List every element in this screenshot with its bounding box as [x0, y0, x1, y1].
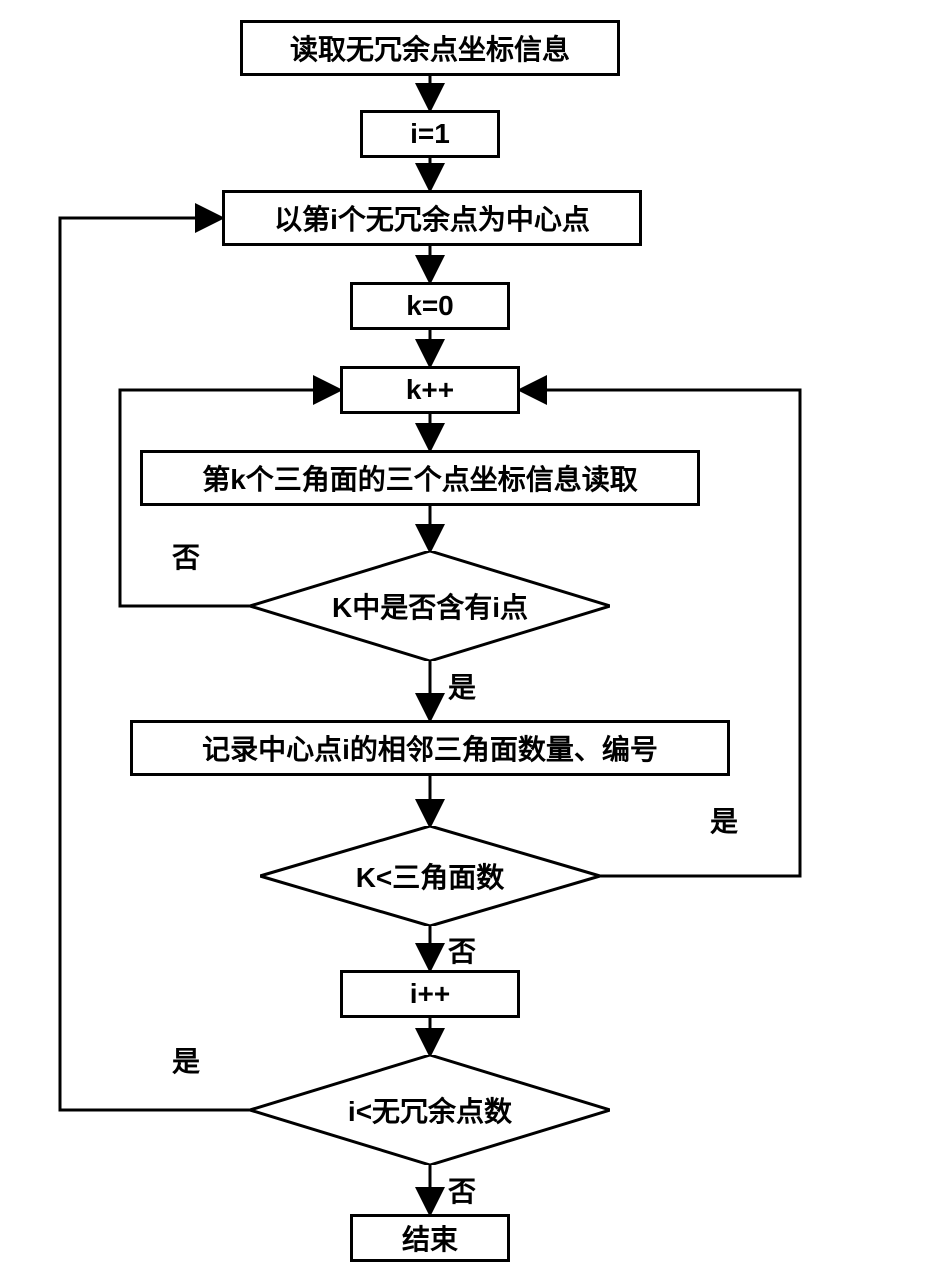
node-i-inc-text: i++ [410, 978, 450, 1010]
node-read-coords: 读取无冗余点坐标信息 [240, 20, 620, 76]
label-d1-no: 否 [172, 536, 200, 576]
node-record-neighbors: 记录中心点i的相邻三角面数量、编号 [130, 720, 730, 776]
decision-k-contains-i-text: K中是否含有i点 [332, 586, 528, 626]
decision-k-contains-i: K中是否含有i点 [250, 551, 610, 661]
node-i-init: i=1 [360, 110, 500, 158]
label-d1-yes: 是 [448, 666, 476, 706]
node-k-inc: k++ [340, 366, 520, 414]
decision-k-lt-triangles-text: K<三角面数 [356, 856, 505, 896]
node-end: 结束 [350, 1214, 510, 1262]
decision-i-lt-points: i<无冗余点数 [250, 1055, 610, 1165]
decision-k-lt-triangles: K<三角面数 [260, 826, 600, 926]
node-i-inc: i++ [340, 970, 520, 1018]
label-d3-yes: 是 [172, 1040, 200, 1080]
node-k-inc-text: k++ [406, 374, 454, 406]
node-read-triangle-k-text: 第k个三角面的三个点坐标信息读取 [202, 458, 638, 498]
node-set-center: 以第i个无冗余点为中心点 [222, 190, 642, 246]
node-k-init-text: k=0 [406, 290, 454, 322]
node-i-init-text: i=1 [410, 118, 450, 150]
decision-i-lt-points-text: i<无冗余点数 [348, 1090, 512, 1130]
label-d3-no: 否 [448, 1170, 476, 1210]
label-d2-yes: 是 [710, 800, 738, 840]
node-read-coords-text: 读取无冗余点坐标信息 [290, 28, 570, 68]
node-end-text: 结束 [402, 1218, 458, 1258]
node-record-neighbors-text: 记录中心点i的相邻三角面数量、编号 [202, 728, 658, 768]
node-set-center-text: 以第i个无冗余点为中心点 [274, 198, 590, 238]
node-read-triangle-k: 第k个三角面的三个点坐标信息读取 [140, 450, 700, 506]
node-k-init: k=0 [350, 282, 510, 330]
label-d2-no: 否 [448, 930, 476, 970]
